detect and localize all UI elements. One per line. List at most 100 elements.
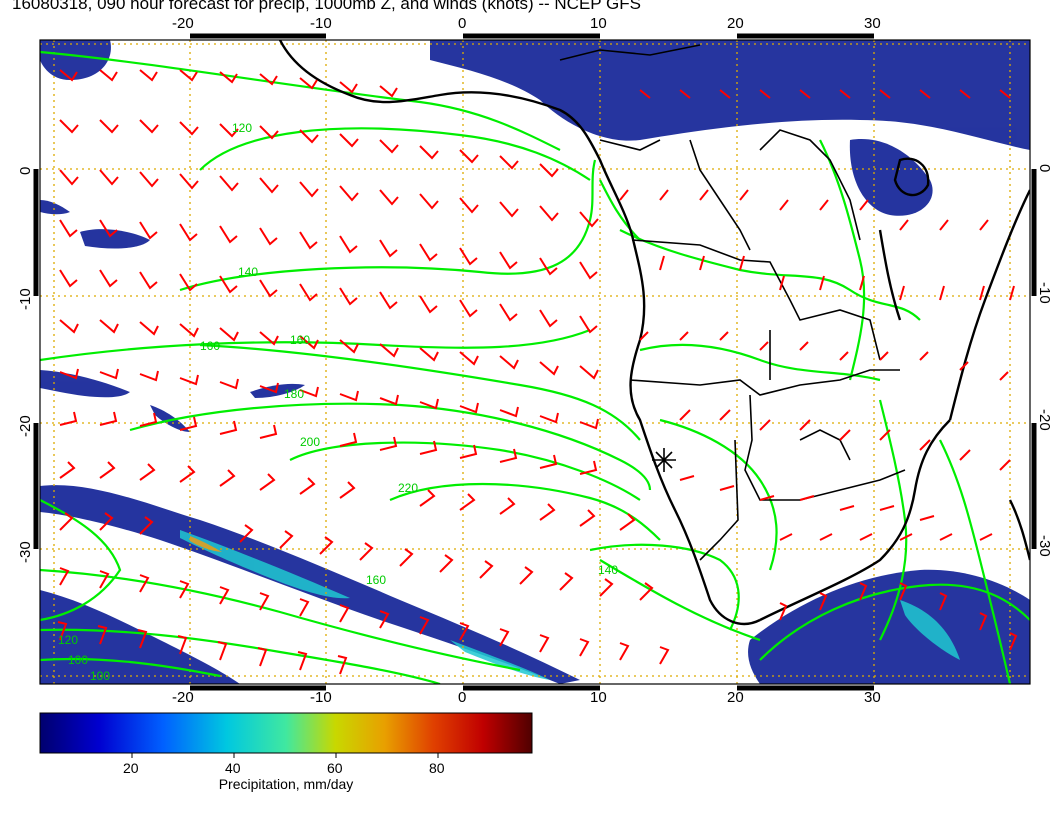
wind-barb-land [619, 89, 1018, 651]
country-borders [559, 44, 906, 561]
contour-label: 200 [300, 435, 320, 449]
colorbar-tick-label: 40 [225, 760, 241, 776]
contour-line [40, 657, 221, 678]
x-tick-label: 0 [458, 15, 466, 32]
contour-line [589, 543, 740, 631]
contour-line [199, 343, 641, 441]
contour-line [40, 50, 561, 151]
colorbar-tick-label: 60 [327, 760, 343, 776]
contour-label: 160 [290, 333, 310, 347]
contour-line [40, 328, 591, 362]
y-tick-label: 0 [1036, 164, 1053, 172]
low-center-marker [652, 448, 676, 472]
frame-ticks [33, 33, 1037, 691]
wind-barb-row [59, 119, 559, 178]
x-tick-labels-top: -20 -10 0 10 20 30 [172, 15, 881, 32]
southeast-africa-coast [759, 419, 951, 622]
contour-line [389, 482, 661, 541]
chart-title: 16080318, 090 hour forecast for precip, … [12, 0, 641, 13]
southwest-africa-coast [629, 234, 761, 626]
contour-label: 160 [200, 339, 220, 353]
precip-east-africa [849, 139, 933, 216]
contour-labels: 120 140 160 160 180 200 220 140 120 100 … [58, 121, 618, 683]
lake-victoria [893, 157, 930, 197]
wind-barb-row [59, 461, 636, 531]
contour-label: 160 [366, 573, 386, 587]
y-tick-labels-left: 0 -10 -20 -30 [17, 167, 34, 563]
contour-label: 120 [232, 121, 252, 135]
contour-line [179, 159, 597, 292]
wind-barb-row [59, 368, 599, 430]
colorbar-ticks [131, 753, 439, 758]
colorbar-label: Precipitation, mm/day [218, 776, 354, 792]
precip-patch-3 [250, 383, 305, 398]
y-tick-label: -30 [1036, 535, 1053, 557]
precip-patch-4 [150, 405, 190, 432]
contour-line [599, 559, 761, 642]
wind-barb-row [57, 621, 348, 675]
contour-line [878, 399, 908, 641]
x-tick-label: -20 [172, 15, 194, 32]
precip-north-africa [430, 40, 1030, 150]
wind-barb-row [59, 69, 398, 98]
precip-north-west [40, 40, 111, 80]
contour-label: 100 [68, 653, 88, 667]
contour-label: 180 [284, 387, 304, 401]
wind-barb-row [59, 219, 598, 280]
x-tick-label: -20 [172, 689, 194, 706]
x-tick-label: 10 [590, 15, 607, 32]
colorbar [39, 712, 533, 754]
east-africa-coast [948, 189, 1030, 421]
precip-patch-1 [80, 229, 150, 249]
height-contours [40, 50, 1030, 684]
contour-line [129, 402, 652, 491]
contour-label: 100 [90, 669, 110, 683]
contour-label: 120 [58, 633, 78, 647]
wind-barb-row [59, 411, 598, 475]
contour-line [939, 439, 1012, 684]
y-tick-label: -30 [17, 541, 34, 563]
y-tick-label: -10 [17, 288, 34, 310]
west-africa-coast [278, 40, 634, 236]
x-tick-label: 30 [864, 689, 881, 706]
y-tick-labels-right: 0 -10 -20 -30 [1036, 164, 1053, 557]
contour-label: 140 [598, 563, 618, 577]
contour-line [199, 127, 591, 181]
precip-heavy [180, 530, 960, 680]
lake-tanganyika [878, 229, 902, 321]
wind-barb-row [59, 512, 654, 601]
precip-patch-5 [40, 200, 70, 215]
y-tick-label: -20 [1036, 409, 1053, 431]
y-tick-label: -20 [17, 415, 34, 437]
contour-line [289, 441, 641, 501]
y-tick-label: 0 [17, 167, 34, 175]
contour-line [639, 343, 881, 382]
wind-barb-row [59, 269, 598, 334]
wind-barbs [57, 69, 1018, 675]
contour-label: 140 [238, 265, 258, 279]
x-tick-labels-bottom: -20 -10 0 10 20 30 [172, 689, 881, 706]
contour-line [40, 628, 441, 684]
x-tick-label: 10 [590, 689, 607, 706]
x-tick-label: 0 [458, 689, 466, 706]
colorbar-tick-label: 80 [429, 760, 445, 776]
contour-line [619, 229, 921, 321]
wind-barb-row [59, 319, 599, 380]
precip-southeast [748, 569, 1030, 684]
precip-patch-2 [40, 370, 130, 398]
map-frame [39, 39, 1031, 685]
contour-label: 220 [398, 481, 418, 495]
x-tick-label: 20 [727, 689, 744, 706]
contour-line [819, 139, 866, 381]
x-tick-label: 30 [864, 15, 881, 32]
madagascar-west [1008, 499, 1030, 561]
contour-line [599, 179, 641, 241]
coastlines [278, 40, 1030, 626]
contour-line [759, 583, 1030, 661]
colorbar-tick-label: 20 [123, 760, 139, 776]
colorbar-tick-labels: 20 40 60 80 [123, 760, 445, 776]
x-tick-label: -10 [310, 15, 332, 32]
y-tick-label: -10 [1036, 282, 1053, 304]
x-tick-label: -10 [310, 689, 332, 706]
